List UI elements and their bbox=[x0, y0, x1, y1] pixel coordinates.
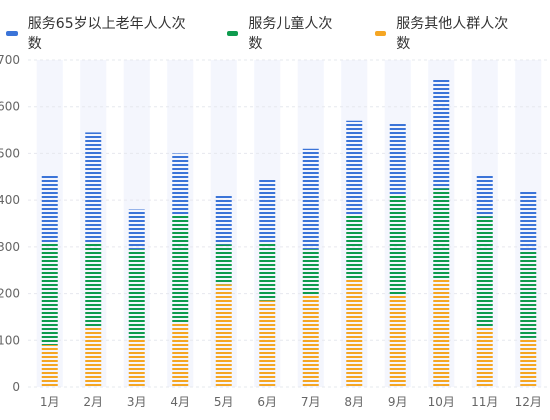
bar-segment bbox=[259, 300, 276, 387]
bar-segment bbox=[85, 242, 102, 327]
y-tick-label: 600 bbox=[0, 100, 20, 114]
legend-swatch-children bbox=[226, 30, 239, 36]
bar-segment bbox=[346, 279, 363, 387]
bar-segment bbox=[41, 242, 58, 345]
y-tick-label: 400 bbox=[0, 193, 20, 207]
bar-segment bbox=[172, 153, 189, 215]
bar-segment bbox=[346, 120, 363, 215]
legend-item-children[interactable]: 服务儿童人次数 bbox=[226, 13, 345, 53]
legend-swatch-elderly bbox=[6, 30, 18, 36]
bar-segment bbox=[41, 174, 58, 243]
legend-label-elderly: 服务65岁以上老年人人次数 bbox=[27, 16, 186, 52]
bar-segment bbox=[41, 344, 58, 387]
bar-segment bbox=[215, 244, 232, 285]
bar-segment bbox=[215, 284, 232, 387]
bar-segment bbox=[520, 251, 537, 338]
bar-segment bbox=[85, 132, 102, 243]
bar-segment bbox=[476, 326, 493, 387]
bar-segment bbox=[259, 179, 276, 243]
x-tick-label: 7月 bbox=[301, 395, 321, 409]
bar-segment bbox=[172, 214, 189, 324]
bar-segment bbox=[389, 295, 406, 387]
x-tick-label: 11月 bbox=[471, 395, 498, 409]
x-tick-label: 3月 bbox=[127, 395, 147, 409]
y-tick-label: 300 bbox=[0, 240, 20, 254]
legend-item-others[interactable]: 服务其他人群人次数 bbox=[374, 13, 520, 53]
bar-segment bbox=[259, 242, 276, 301]
x-tick-label: 1月 bbox=[40, 395, 60, 409]
x-tick-label: 4月 bbox=[170, 395, 190, 409]
y-tick-label: 100 bbox=[0, 333, 20, 347]
bar-segment bbox=[433, 78, 450, 189]
bar-segment bbox=[85, 326, 102, 387]
bar-segment bbox=[520, 337, 537, 387]
bar-segment bbox=[389, 195, 406, 296]
bar-segment bbox=[433, 279, 450, 387]
bar-segment bbox=[346, 214, 363, 280]
bar-segment bbox=[128, 209, 145, 250]
y-tick-label: 500 bbox=[0, 146, 20, 160]
bar-segment bbox=[433, 188, 450, 280]
bar-segment bbox=[476, 216, 493, 327]
y-tick-label: 200 bbox=[0, 287, 20, 301]
bar-segment bbox=[302, 249, 319, 296]
bar-segment bbox=[172, 323, 189, 387]
bar-segment bbox=[128, 249, 145, 338]
bar-segment bbox=[215, 195, 232, 245]
x-tick-label: 2月 bbox=[83, 395, 103, 409]
bar-segment bbox=[520, 190, 537, 252]
legend-label-children: 服务儿童人次数 bbox=[248, 16, 333, 52]
legend-item-elderly[interactable]: 服务65岁以上老年人人次数 bbox=[6, 13, 197, 53]
bar-segment bbox=[476, 174, 493, 217]
x-tick-label: 8月 bbox=[344, 395, 364, 409]
x-tick-label: 5月 bbox=[214, 395, 234, 409]
y-tick-label: 700 bbox=[0, 53, 20, 67]
x-tick-label: 10月 bbox=[428, 395, 455, 409]
legend-swatch-others bbox=[374, 30, 387, 36]
x-tick-label: 9月 bbox=[388, 395, 408, 409]
legend-label-others: 服务其他人群人次数 bbox=[396, 16, 509, 52]
bar-segment bbox=[389, 123, 406, 196]
bar-segment bbox=[128, 337, 145, 387]
bar-segment bbox=[302, 148, 319, 250]
bar-segment bbox=[302, 295, 319, 387]
legend: 服务65岁以上老年人人次数 服务儿童人次数 服务其他人群人次数 bbox=[6, 16, 550, 52]
y-tick-label: 0 bbox=[12, 380, 20, 394]
x-tick-label: 6月 bbox=[257, 395, 277, 409]
x-tick-label: 12月 bbox=[515, 395, 542, 409]
